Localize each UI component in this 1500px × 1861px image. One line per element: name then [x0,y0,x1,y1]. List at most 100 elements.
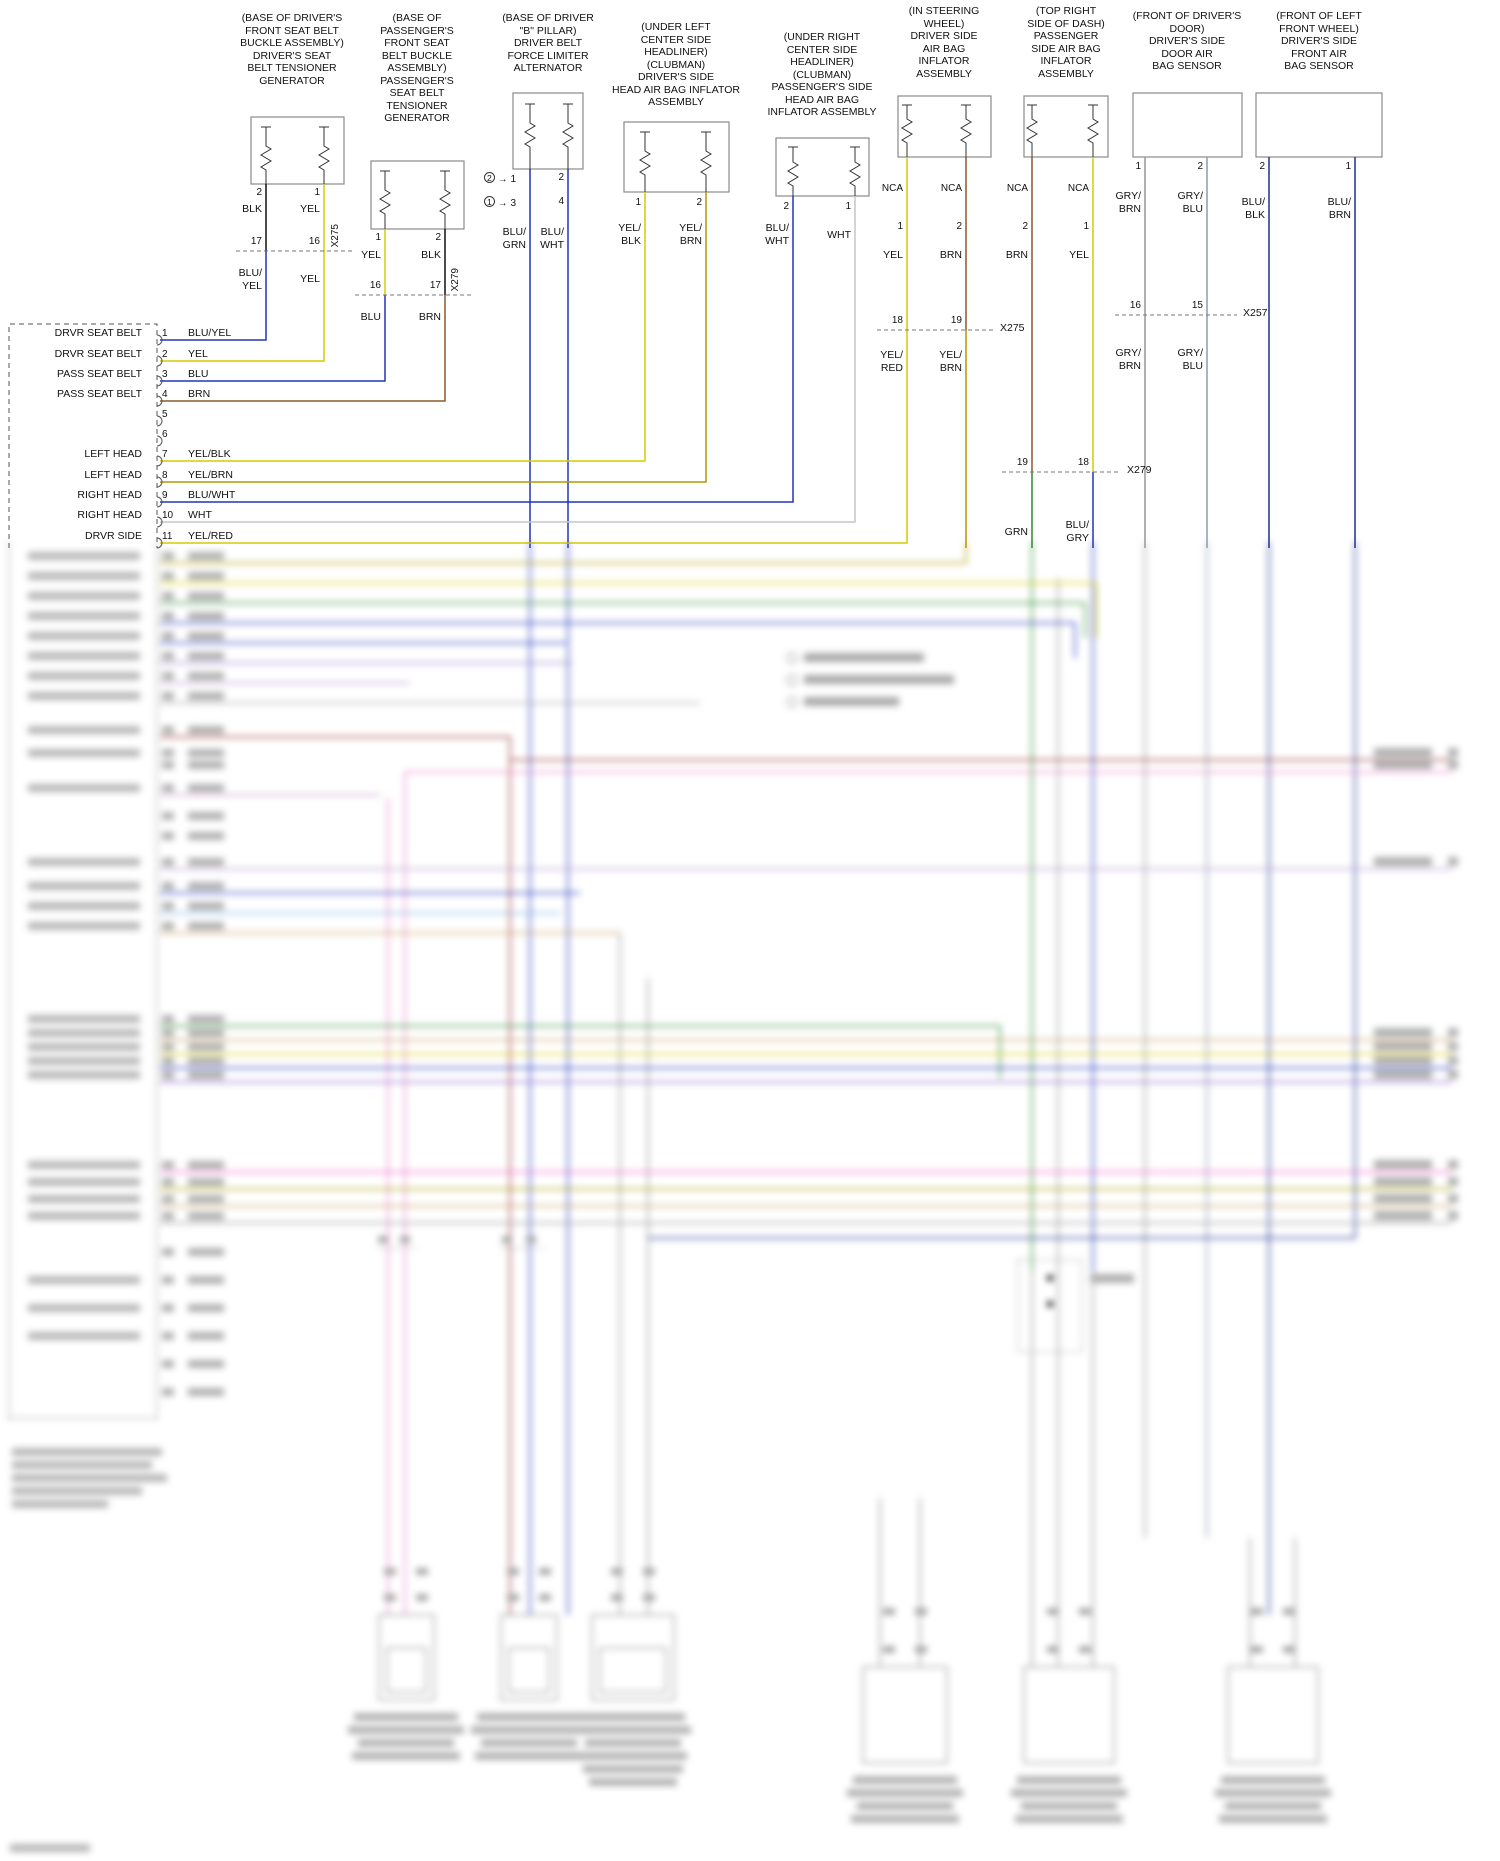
left-row-label: DRVR SIDE [85,530,142,542]
wire-yel-row2 [160,251,325,362]
connector-pin: 16 [1129,300,1141,311]
component-label-driver-head-airbag: (UNDER LEFT CENTER SIDE HEADLINER) (CLUB… [612,21,740,108]
circled-number-icon: 1 [483,196,495,207]
pin-number: 1 [1345,161,1351,172]
connector-name: X257 [1243,307,1268,319]
squib [318,126,330,184]
squib [960,104,972,157]
blur-left-rows [28,552,224,1396]
wire-color-label: YEL [361,249,381,261]
left-row-label: LEFT HEAD [84,448,142,460]
pin-number: 1 [510,174,516,185]
squib [1026,104,1038,157]
wire-color-label: BRN [1005,249,1028,261]
connector-pin: 19 [1016,457,1028,468]
left-row-label: RIGHT HEAD [77,489,142,501]
wire-color-label: GRY/ BLU [1177,190,1203,215]
wire-color-label: BLK [242,203,262,215]
squib [562,103,574,169]
left-row-label: RIGHT HEAD [77,509,142,521]
left-connector-box-cont [8,542,158,1419]
squib-symbols [260,103,1099,229]
connector-name: X275 [330,224,341,248]
wire-color-label: BLU/ GRY [1065,519,1089,544]
left-row-pin: 1 [162,328,168,339]
left-row-pin: 8 [162,470,168,481]
pin-brackets [156,334,163,549]
pin-number: 1 [1135,161,1141,172]
wire-color-label: BLU/ WHT [540,226,564,251]
circled-number-icon: 2 [483,172,495,183]
left-row-pin: 10 [162,510,174,521]
box-driver-tensioner [250,116,345,185]
wire-color-label: BLK [421,249,441,261]
inline-connectors [236,250,1237,473]
blur-vertical-wires [387,542,1356,1667]
pin-number: 1 [1083,221,1089,232]
wire-color-label: GRY/ BRN [1115,347,1141,372]
arrow-icon: → [497,198,508,209]
blur-legend [786,652,954,708]
wire-yel-red-row11 [160,330,908,544]
connector-pin: 16 [308,236,320,247]
nca-label: NCA [881,183,903,194]
arrow-icon: → [497,174,508,185]
pin-number: 2 [1197,161,1203,172]
squib [787,146,799,196]
pin-number: 1 [375,232,381,243]
left-row-wire: BLU/WHT [188,489,236,501]
wire-color-label: YEL [883,249,903,261]
left-row-wire: YEL [188,348,208,360]
box-front-airbag-sensor [1255,92,1383,158]
wire-color-label: YEL [300,203,320,215]
wire-blu-row3 [160,295,386,382]
box-passenger-head-airbag [775,137,870,197]
box-door-airbag-sensor [1132,92,1243,158]
component-label-driver-airbag: (IN STEERING WHEEL) DRIVER SIDE AIR BAG … [908,5,980,80]
pin-mark: 2 → 1 [464,172,516,186]
wire-color-label: YEL/ BRN [679,222,702,247]
box-driver-head-airbag [623,121,730,193]
left-row-wire: YEL/BRN [188,469,233,481]
connector-pin: 16 [369,280,381,291]
wire-color-label: GRY/ BRN [1115,190,1141,215]
left-row-label: LEFT HEAD [84,469,142,481]
wire-color-label: YEL/ BRN [939,349,962,374]
component-label-passenger-head-airbag: (UNDER RIGHT CENTER SIDE HEADLINER) (CLU… [767,31,877,118]
pin-number: 2 [1022,221,1028,232]
pin-number: 1 [845,201,851,212]
component-label-passenger-airbag: (TOP RIGHT SIDE OF DASH) PASSENGER SIDE … [1027,5,1105,80]
blur-bottom-box-captions [348,1713,1331,1823]
pin-number: 2 [256,187,262,198]
left-row-label: DRVR SEAT BELT [54,348,142,360]
squib [379,170,391,229]
left-row-wire: BLU/YEL [188,327,232,339]
wire-color-label: BLU/ GRN [502,226,526,251]
pin-number: 3 [510,198,516,209]
left-row-wire: YEL/RED [188,530,233,542]
pin-number: 2 [435,232,441,243]
component-label-force-limiter: (BASE OF DRIVER "B" PILLAR) DRIVER BELT … [502,12,594,74]
left-row-wire: WHT [188,509,212,521]
wire-color-label: YEL [1069,249,1089,261]
left-row-pin: 11 [162,531,173,542]
box-force-limiter [512,92,584,170]
connector-pin: 17 [250,236,262,247]
wire-blu-yel [160,251,267,341]
wire-color-label: BLU [360,311,381,323]
blur-bottom-boxes [378,1614,1319,1764]
connector-name: X275 [1000,322,1025,334]
wire-color-label: YEL/ BLK [618,222,641,247]
nca-label: NCA [1006,183,1028,194]
component-label-passenger-tensioner: (BASE OF PASSENGER'S FRONT SEAT BELT BUC… [380,12,454,124]
wire-color-label: BLU/ WHT [765,222,789,247]
left-row-pin: 9 [162,490,168,501]
blur-splice-connector [1017,1259,1134,1353]
left-row-label: DRVR SEAT BELT [54,327,142,339]
pin-number: 2 [956,221,962,232]
wire-color-label: YEL/ RED [880,349,903,374]
box-passenger-airbag [1023,95,1109,158]
left-row-label: PASS SEAT BELT [56,368,142,380]
wire-color-label: GRN [1004,526,1028,538]
left-row-label: PASS SEAT BELT [56,388,142,400]
